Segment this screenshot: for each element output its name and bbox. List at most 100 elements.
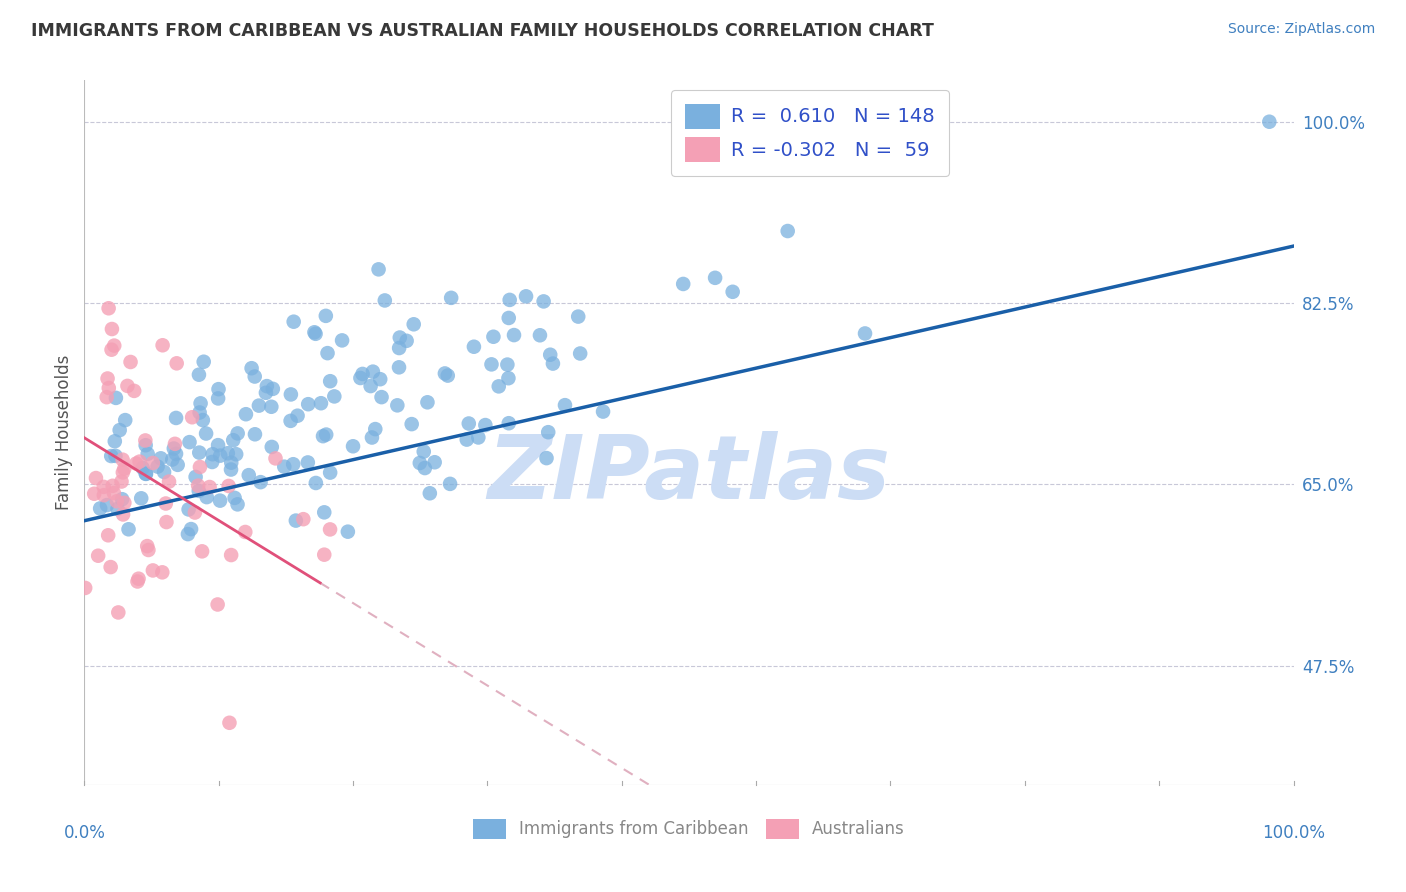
Point	[155, 515, 177, 529]
Point	[135, 467, 157, 481]
Point	[111, 492, 134, 507]
Y-axis label: Family Households: Family Households	[55, 355, 73, 510]
Point	[181, 410, 204, 425]
Point	[184, 470, 207, 484]
Point	[191, 413, 214, 427]
Point	[142, 456, 165, 470]
Point	[235, 407, 257, 421]
Text: ZIPatlas: ZIPatlas	[488, 432, 890, 518]
Point	[117, 379, 139, 393]
Point	[554, 398, 576, 412]
Point	[101, 322, 124, 336]
Point	[224, 491, 246, 505]
Point	[153, 465, 176, 479]
Text: Source: ZipAtlas.com: Source: ZipAtlas.com	[1227, 22, 1375, 37]
Point	[330, 334, 353, 348]
Point	[409, 456, 432, 470]
Point	[463, 340, 485, 354]
Point	[93, 488, 115, 502]
Point	[402, 318, 425, 332]
Point	[195, 490, 218, 504]
Point	[541, 357, 564, 371]
Point	[569, 346, 592, 360]
Point	[150, 566, 173, 580]
Point	[107, 606, 129, 620]
Point	[97, 301, 120, 316]
Point	[413, 461, 436, 475]
Point	[264, 451, 287, 466]
Point	[114, 413, 136, 427]
Point	[226, 497, 249, 511]
Point	[256, 379, 278, 393]
Point	[120, 355, 142, 369]
Point	[209, 449, 232, 463]
Point	[388, 341, 411, 355]
Point	[219, 462, 242, 476]
Point	[201, 447, 224, 461]
Point	[87, 549, 110, 563]
Point	[488, 379, 510, 393]
Point	[360, 379, 382, 393]
Point	[111, 452, 134, 467]
Point	[104, 391, 127, 405]
Point	[190, 396, 212, 410]
Point	[188, 445, 211, 459]
Point	[162, 452, 184, 467]
Point	[496, 358, 519, 372]
Point	[207, 598, 229, 612]
Point	[304, 326, 326, 340]
Point	[233, 524, 256, 539]
Point	[515, 289, 537, 303]
Point	[96, 390, 118, 404]
Point	[352, 367, 374, 381]
Point	[312, 429, 335, 443]
Point	[287, 409, 309, 423]
Point	[117, 522, 139, 536]
Point	[201, 455, 224, 469]
Point	[361, 365, 384, 379]
Point	[498, 371, 520, 385]
Point	[529, 328, 551, 343]
Point	[498, 416, 520, 430]
Point	[155, 496, 177, 510]
Point	[142, 564, 165, 578]
Point	[100, 343, 122, 357]
Point	[538, 348, 561, 362]
Point	[498, 310, 520, 325]
Point	[191, 544, 214, 558]
Point	[436, 368, 458, 383]
Point	[704, 270, 727, 285]
Point	[374, 293, 396, 308]
Point	[226, 426, 249, 441]
Point	[163, 437, 186, 451]
Point	[225, 447, 247, 461]
Point	[97, 381, 120, 395]
Point	[533, 294, 555, 309]
Point	[284, 514, 307, 528]
Point	[457, 417, 479, 431]
Point	[423, 455, 446, 469]
Point	[401, 417, 423, 431]
Point	[440, 291, 463, 305]
Point	[97, 528, 120, 542]
Point	[207, 438, 229, 452]
Point	[238, 468, 260, 483]
Point	[567, 310, 589, 324]
Point	[260, 440, 283, 454]
Point	[93, 480, 115, 494]
Point	[136, 539, 159, 553]
Point	[179, 435, 201, 450]
Point	[135, 438, 157, 452]
Text: IMMIGRANTS FROM CARIBBEAN VS AUSTRALIAN FAMILY HOUSEHOLDS CORRELATION CHART: IMMIGRANTS FROM CARIBBEAN VS AUSTRALIAN …	[31, 22, 934, 40]
Point	[146, 459, 169, 474]
Point	[433, 367, 456, 381]
Point	[193, 355, 215, 369]
Point	[240, 361, 263, 376]
Point	[107, 502, 129, 516]
Point	[314, 548, 336, 562]
Point	[1258, 114, 1281, 128]
Point	[84, 471, 107, 485]
Point	[309, 396, 332, 410]
Point	[129, 491, 152, 506]
Point	[103, 486, 125, 500]
